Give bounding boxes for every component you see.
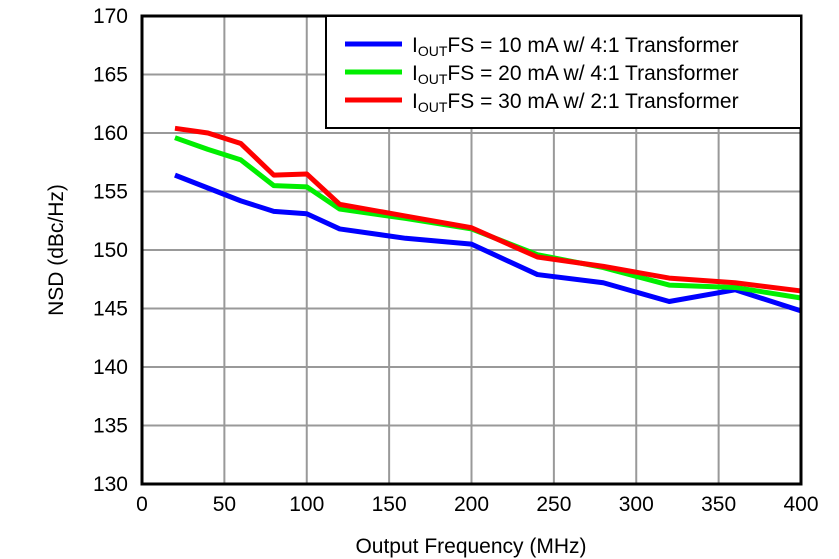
x-axis-label: Output Frequency (MHz) [355, 535, 586, 558]
y-tick-label: 140 [93, 356, 128, 379]
x-tick-label: 400 [783, 493, 818, 516]
legend: IOUTFS = 10 mA w/ 4:1 Transformer IOUTFS … [325, 15, 802, 129]
x-tick-label: 200 [454, 493, 489, 516]
y-tick-label: 135 [93, 415, 128, 438]
x-tick-label: 0 [136, 493, 148, 516]
y-tick-label: 145 [93, 298, 128, 321]
x-tick-label: 100 [289, 493, 324, 516]
x-tick-label: 50 [213, 493, 236, 516]
y-tick-label: 155 [93, 181, 128, 204]
y-tick-label: 170 [93, 5, 128, 28]
y-tick-labels: 130 135 140 145 150 155 160 165 170 [93, 5, 128, 496]
legend-label: IOUTFS = 30 mA w/ 2:1 Transformer [412, 90, 739, 115]
y-axis-label: NSD (dBc/Hz) [45, 184, 68, 316]
legend-label: IOUTFS = 10 mA w/ 4:1 Transformer [412, 34, 739, 59]
series-line-2 [174, 135, 802, 301]
x-tick-label: 150 [372, 493, 407, 516]
x-tick-labels: 0 50 100 150 200 250 300 350 400 [136, 493, 818, 516]
y-tick-label: 160 [93, 122, 128, 145]
legend-label: IOUTFS = 20 mA w/ 4:1 Transformer [412, 62, 739, 87]
legend-box [325, 15, 802, 129]
x-tick-label: 300 [619, 493, 654, 516]
y-tick-label: 165 [93, 64, 128, 87]
x-tick-label: 350 [701, 493, 736, 516]
y-tick-label: 130 [93, 473, 128, 496]
series-line-3 [174, 125, 802, 294]
x-tick-label: 250 [536, 493, 571, 516]
series-lines [174, 125, 802, 314]
y-tick-label: 150 [93, 239, 128, 262]
series-line-1 [174, 172, 802, 314]
